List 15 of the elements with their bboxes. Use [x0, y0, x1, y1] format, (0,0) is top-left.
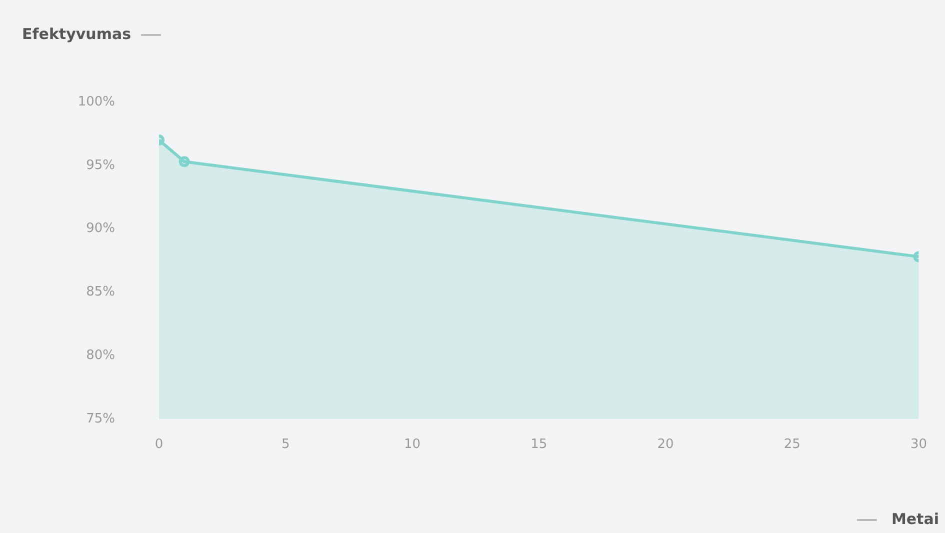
- y-axis-title: Efektyvumas: [22, 25, 132, 43]
- y-tick-label: 90%: [86, 221, 115, 236]
- x-tick-label: 25: [784, 437, 800, 452]
- y-tick-label: 80%: [86, 348, 115, 363]
- x-axis-title: Metai: [891, 510, 939, 528]
- x-tick-label: 30: [910, 437, 927, 452]
- y-tick-label: 100%: [78, 94, 115, 110]
- y-tick-label: 75%: [86, 411, 115, 426]
- x-tick-label: 5: [281, 437, 290, 452]
- y-tick-label: 95%: [86, 158, 115, 173]
- x-tick-label: 0: [154, 437, 164, 452]
- x-tick-label: 20: [657, 437, 674, 452]
- y-tick-label: 85%: [86, 284, 115, 300]
- x-tick-label: 10: [404, 437, 421, 452]
- x-tick-label: 15: [530, 437, 548, 452]
